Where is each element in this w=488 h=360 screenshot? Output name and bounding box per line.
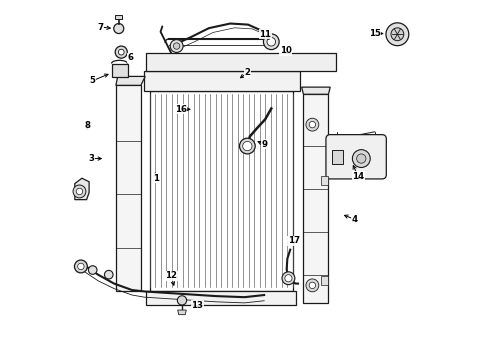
Circle shape	[239, 138, 255, 154]
Circle shape	[305, 118, 318, 131]
Text: 8: 8	[84, 121, 90, 130]
Text: 7: 7	[98, 23, 104, 32]
Text: 5: 5	[90, 76, 96, 85]
Text: 9: 9	[261, 140, 266, 149]
Circle shape	[73, 185, 86, 198]
Bar	[115, 15, 122, 18]
Polygon shape	[303, 94, 328, 303]
Circle shape	[305, 279, 318, 292]
Bar	[331, 150, 342, 164]
Polygon shape	[177, 310, 186, 315]
Text: 15: 15	[368, 29, 380, 38]
Text: 10: 10	[279, 46, 291, 55]
Bar	[321, 276, 328, 285]
Text: 17: 17	[287, 236, 299, 245]
Bar	[321, 176, 328, 185]
Polygon shape	[75, 178, 89, 200]
Text: 4: 4	[351, 215, 357, 224]
Polygon shape	[144, 71, 299, 91]
Circle shape	[76, 188, 82, 195]
Circle shape	[114, 23, 123, 33]
Text: 3: 3	[88, 154, 94, 163]
Circle shape	[385, 23, 408, 46]
Circle shape	[88, 266, 97, 274]
Bar	[111, 64, 127, 77]
Text: 12: 12	[165, 271, 177, 280]
Circle shape	[177, 296, 186, 305]
Circle shape	[263, 34, 279, 50]
Text: 2: 2	[244, 68, 250, 77]
Circle shape	[285, 275, 291, 282]
Text: 1: 1	[153, 174, 159, 183]
Circle shape	[308, 282, 315, 289]
Text: 6: 6	[128, 53, 134, 62]
Circle shape	[266, 37, 275, 46]
Circle shape	[78, 263, 84, 270]
Circle shape	[242, 141, 251, 151]
Text: 13: 13	[191, 301, 203, 310]
Circle shape	[352, 150, 369, 167]
FancyBboxPatch shape	[325, 135, 386, 179]
Polygon shape	[146, 291, 296, 305]
Circle shape	[170, 40, 183, 53]
Polygon shape	[301, 87, 329, 94]
Circle shape	[118, 49, 124, 55]
Circle shape	[356, 154, 365, 163]
Text: 14: 14	[351, 172, 364, 181]
Polygon shape	[116, 76, 145, 85]
Circle shape	[173, 43, 180, 49]
Text: 16: 16	[175, 105, 186, 114]
Circle shape	[308, 121, 315, 128]
Bar	[149, 91, 292, 291]
Circle shape	[115, 46, 127, 58]
Polygon shape	[146, 53, 335, 71]
Text: 11: 11	[259, 30, 271, 39]
Polygon shape	[116, 85, 141, 291]
Circle shape	[104, 270, 113, 279]
Circle shape	[74, 260, 87, 273]
Circle shape	[282, 272, 294, 285]
Circle shape	[390, 28, 403, 41]
